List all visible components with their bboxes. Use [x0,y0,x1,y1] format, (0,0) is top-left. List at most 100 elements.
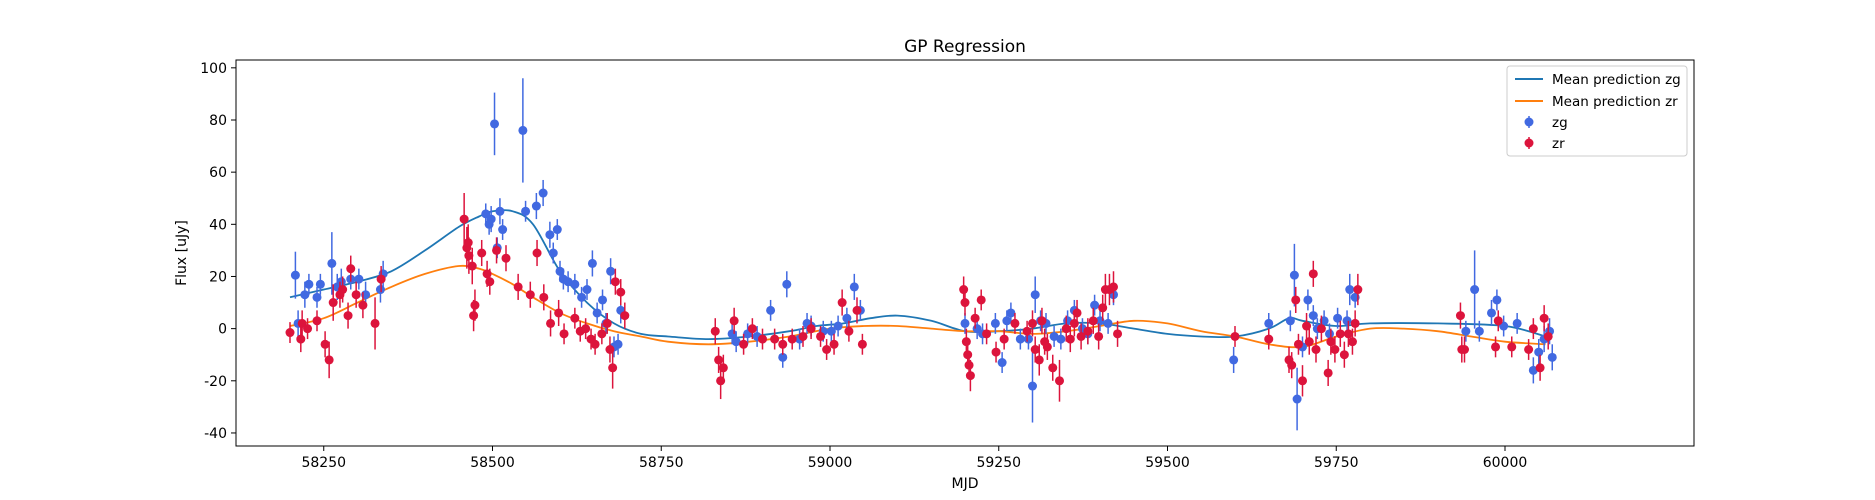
zr-marker [748,324,757,333]
zg-marker [1056,335,1065,344]
zr-marker [1351,319,1360,328]
zr-marker [965,361,974,370]
zr-marker [338,285,347,294]
zr-marker [560,329,569,338]
zr-marker [1330,345,1339,354]
y-tick-label: 80 [209,113,227,129]
zg-marker [614,340,623,349]
zg-marker [1325,329,1334,338]
zg-marker [490,119,499,128]
zg-marker [1028,382,1037,391]
zr-marker [470,301,479,310]
zg-marker [1024,335,1033,344]
zr-marker [1507,342,1516,351]
zr-marker [1023,327,1032,336]
y-tick-label: 60 [209,165,227,181]
y-tick-label: 20 [209,269,227,285]
zr-marker [313,316,322,325]
zr-marker [377,275,386,284]
zg-marker [850,282,859,291]
zr-marker [1048,363,1057,372]
zr-marker [546,319,555,328]
y-tick-label: -20 [204,374,227,390]
zr-marker [788,335,797,344]
zr-marker [526,290,535,299]
zg-marker [1229,355,1238,364]
zr-marker [822,345,831,354]
x-tick-label: 58250 [301,455,346,471]
zr-marker [714,355,723,364]
zr-marker [1231,332,1240,341]
legend-label-points-zg: zg [1552,115,1568,131]
zr-marker [1305,337,1314,346]
zr-marker [1456,311,1465,320]
y-tick-label: 100 [200,61,227,77]
zg-marker [782,280,791,289]
zg-marker [1090,301,1099,310]
zg-marker [1002,316,1011,325]
zr-marker [477,249,486,258]
x-tick-label: 59000 [808,455,853,471]
zr-marker [992,348,1001,357]
zr-marker [1353,285,1362,294]
zg-marker [1513,319,1522,328]
zg-marker [766,306,775,315]
zr-marker [603,319,612,328]
legend: Mean prediction zg Mean prediction zr zg… [1507,66,1687,156]
zr-marker [296,335,305,344]
zr-marker [982,329,991,338]
zr-marker [352,290,361,299]
zr-marker [959,285,968,294]
zg-marker [498,225,507,234]
x-axis-label: MJD [952,476,979,492]
zr-marker [344,311,353,320]
zr-marker [1035,355,1044,364]
zr-marker [1491,342,1500,351]
zg-marker [487,215,496,224]
zr-marker [1031,345,1040,354]
zr-marker [460,215,469,224]
zr-marker [858,340,867,349]
zr-marker [778,340,787,349]
zr-marker [502,254,511,263]
zr-marker [1460,345,1469,354]
zg-marker [1492,295,1501,304]
zr-marker [1043,342,1052,351]
zg-marker [1345,285,1354,294]
zr-marker [758,335,767,344]
zr-marker [581,324,590,333]
legend-label-points-zr: zr [1552,136,1565,152]
zr-marker [1324,368,1333,377]
zr-marker [1494,316,1503,325]
y-tick-label: 0 [218,322,227,338]
zg-marker [1031,290,1040,299]
y-tick-label: -40 [204,426,227,442]
x-tick-label: 59750 [1314,455,1359,471]
zr-marker [286,328,295,337]
x-axis-ticks: 58250 58500 58750 59000 59250 59500 59750 60000 [301,446,1527,471]
zg-marker [291,271,300,280]
zr-marker [1073,308,1082,317]
zr-marker [1000,335,1009,344]
zg-marker [518,126,527,135]
x-tick-label: 60000 [1483,455,1528,471]
legend-marker-zr [1525,139,1534,148]
zr-marker [830,340,839,349]
zr-marker [1326,337,1335,346]
zg-marker [1343,316,1352,325]
zg-marker [834,322,843,331]
zr-marker [719,363,728,372]
zg-marker [998,358,1007,367]
zg-marker [300,290,309,299]
zr-marker [1348,337,1357,346]
zg-marker [1487,308,1496,317]
zr-marker [325,355,334,364]
zr-marker [329,298,338,307]
zg-marker [577,293,586,302]
zr-marker [469,311,478,320]
zg-marker [588,259,597,268]
zr-marker [1055,376,1064,385]
zg-marker [337,277,346,286]
zr-marker [739,340,748,349]
